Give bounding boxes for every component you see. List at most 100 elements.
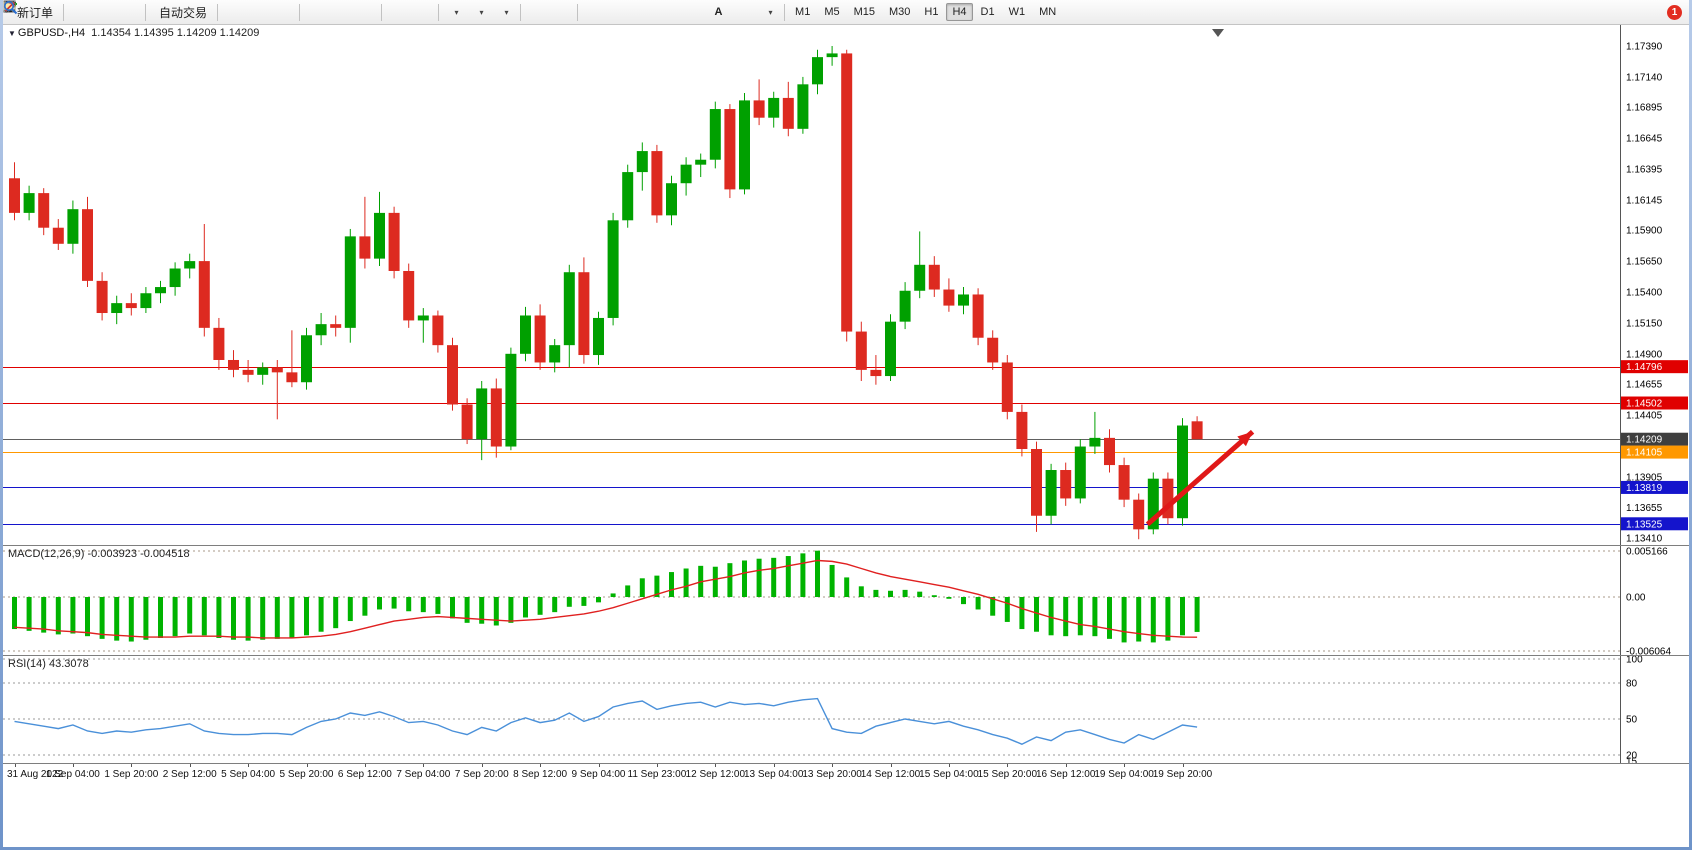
- fibonacci-button[interactable]: [3, 0, 706, 24]
- line-chart-button[interactable]: [3, 1, 296, 24]
- timeframe-M15-button[interactable]: M15: [853, 6, 875, 18]
- svg-text:1.16645: 1.16645: [1626, 134, 1663, 145]
- svg-text:-0.006064: -0.006064: [1626, 647, 1671, 657]
- macd-title: MACD(12,26,9) -0.003923 -0.004518: [8, 548, 190, 560]
- svg-text:100: 100: [1626, 656, 1643, 666]
- indicators-button[interactable]: ▾: [4, 1, 467, 24]
- timeframe-W1-button[interactable]: W1: [1008, 6, 1026, 18]
- trend-arrow[interactable]: [1145, 429, 1255, 527]
- svg-text:1.15650: 1.15650: [1626, 257, 1663, 268]
- time-axis-tick: [364, 764, 366, 767]
- time-axis-label: 31 Aug 2022: [7, 769, 64, 780]
- zoom-out-button[interactable]: [4, 1, 353, 24]
- price-level-labels: 1.14796 1.14502 1.14209 1.14105 1.13819 1.135…: [1621, 360, 1688, 531]
- macd-chart[interactable]: 0.005166 0.00 -0.006064: [3, 546, 1689, 656]
- time-axis-label: 6 Sep 12:00: [337, 769, 392, 780]
- horizontal-levels: [3, 367, 1620, 525]
- equidistant-channel-button[interactable]: [3, 1, 681, 24]
- vertical-line-button[interactable]: [9, 1, 606, 24]
- svg-text:1.14105: 1.14105: [1626, 448, 1663, 459]
- svg-text:1.13655: 1.13655: [1626, 503, 1663, 514]
- svg-text:1.16395: 1.16395: [1626, 165, 1663, 176]
- zoom-in-button[interactable]: [4, 1, 328, 24]
- candlestick-chart[interactable]: 1.17390 1.17140 1.16895 1.16645 1.16395 1.161…: [3, 25, 1689, 545]
- time-axis-tick: [890, 764, 892, 767]
- toolbar-separator: [381, 3, 383, 21]
- timeframe-M30-button[interactable]: M30: [889, 6, 911, 18]
- trendline-button[interactable]: [3, 0, 656, 24]
- svg-text:0.005166: 0.005166: [1626, 547, 1668, 558]
- time-axis-tick: [1182, 764, 1184, 767]
- crosshair-button[interactable]: [4, 1, 574, 24]
- time-axis-tick: [715, 764, 717, 767]
- time-axis-tick: [773, 764, 775, 767]
- time-axis-tick: [131, 764, 133, 767]
- timeframe-D1-button[interactable]: D1: [980, 6, 995, 18]
- toolbar-separator: [577, 3, 579, 21]
- chevron-down-icon: ▾: [768, 7, 773, 17]
- text-button[interactable]: A: [706, 1, 731, 24]
- horizontal-line-button[interactable]: [4, 1, 631, 24]
- web-terminal-button[interactable]: [4, 1, 142, 24]
- arrows-button[interactable]: ▾: [4, 1, 781, 24]
- svg-text:1.16895: 1.16895: [1626, 103, 1663, 114]
- cursor-button[interactable]: [6, 1, 549, 24]
- notification-badge[interactable]: 1: [1667, 4, 1682, 20]
- chart-window: ▼ GBPUSD-,H4 1.14354 1.14395 1.14209 1.142…: [3, 25, 1689, 847]
- time-axis-label: 5 Sep 04:00: [221, 769, 276, 780]
- main-toolbar: 新订单 自动交易 ▾ ▾ ▾ A ▾ M1 M5 M15 M30 H1 H4 D1 W1 MN 1: [3, 0, 1689, 25]
- toolbar-separator: [299, 3, 301, 21]
- autotrading-button[interactable]: 自动交易: [4, 1, 214, 24]
- text-label-button[interactable]: [3, 1, 756, 24]
- svg-text:80: 80: [1626, 679, 1638, 690]
- time-axis-label: 13 Sep 04:00: [743, 769, 804, 780]
- community-button[interactable]: [4, 1, 117, 24]
- timeframe-M5-button[interactable]: M5: [824, 6, 840, 18]
- time-axis-label: 15 Sep 04:00: [919, 769, 979, 780]
- chart-profiles-button[interactable]: [3, 1, 435, 24]
- toolbar-separator: [63, 3, 65, 21]
- svg-text:1.13819: 1.13819: [1626, 483, 1663, 494]
- chart-shift-marker[interactable]: [1212, 29, 1224, 37]
- timeframe-H1-button[interactable]: H1: [924, 6, 939, 18]
- time-axis-tick: [306, 764, 308, 767]
- new-order-label: 新订单: [17, 5, 54, 20]
- svg-text:1.14900: 1.14900: [1626, 349, 1663, 360]
- time-axis-label: 15 Sep 20:00: [977, 769, 1038, 780]
- price-axis-ticks: 1.17390 1.17140 1.16895 1.16645 1.16395 1.161…: [1626, 42, 1663, 545]
- time-axis-label: 9 Sep 04:00: [571, 769, 626, 780]
- time-axis-label: 7 Sep 04:00: [396, 769, 451, 780]
- text-icon: A: [714, 5, 723, 18]
- rsi-panel: RSI(14) 43.3078 100 80 50 20 15: [3, 655, 1689, 764]
- time-axis-tick: [598, 764, 600, 767]
- time-axis-tick: [656, 764, 658, 767]
- timeframe-H4-button[interactable]: H4: [946, 3, 973, 21]
- svg-text:1.17390: 1.17390: [1626, 42, 1663, 53]
- bar-chart-button[interactable]: [5, 1, 246, 24]
- candlestick-chart-button[interactable]: [5, 1, 271, 24]
- time-axis-label: 19 Sep 20:00: [1152, 769, 1213, 780]
- autotrading-label: 自动交易: [159, 5, 208, 20]
- time-axis-label: 2 Sep 12:00: [162, 769, 217, 780]
- svg-text:1.14655: 1.14655: [1626, 380, 1663, 391]
- toolbar-separator: [217, 3, 219, 21]
- time-axis: 31 Aug 2022 1 Sep 04:00 1 Sep 20:00 2 Sep 1…: [3, 763, 1689, 785]
- templates-button[interactable]: ▾: [3, 1, 517, 24]
- chart-title: ▼ GBPUSD-,H4 1.14354 1.14395 1.14209 1.142…: [8, 27, 259, 39]
- periods-button[interactable]: ▾: [3, 0, 492, 24]
- svg-text:1.14502: 1.14502: [1626, 399, 1663, 410]
- time-axis-label: 19 Sep 04:00: [1094, 769, 1154, 780]
- time-axis-tick: [248, 764, 250, 767]
- metaeditor-button[interactable]: [3, 0, 92, 24]
- tile-windows-button[interactable]: [3, 0, 378, 24]
- time-axis-tick: [1065, 764, 1067, 767]
- svg-text:50: 50: [1626, 715, 1638, 726]
- svg-text:20: 20: [1626, 751, 1638, 762]
- timeframe-MN-button[interactable]: MN: [1039, 6, 1057, 18]
- new-chart-button[interactable]: [3, 1, 410, 24]
- time-axis-label: 1 Sep 20:00: [104, 769, 159, 780]
- search-button[interactable]: [4, 1, 1660, 24]
- timeframe-M1-button[interactable]: M1: [795, 6, 811, 18]
- chevron-down-icon: ▾: [454, 7, 459, 17]
